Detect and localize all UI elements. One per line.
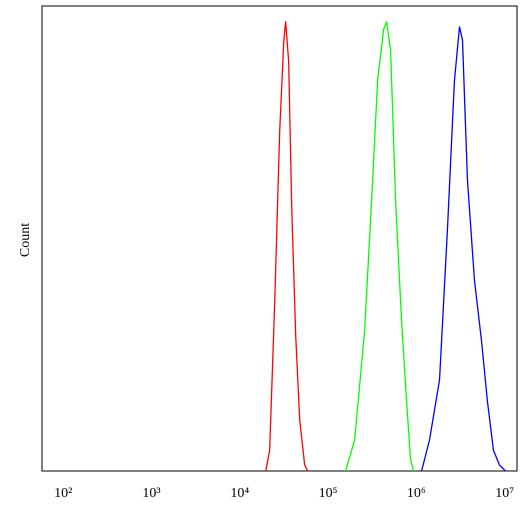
x-tick-label: 10² [54, 486, 72, 501]
plot-frame [41, 5, 518, 472]
histogram-line [420, 26, 506, 472]
x-tick-label: 10³ [142, 486, 160, 501]
histogram-line [344, 21, 415, 472]
y-axis-label: Count [18, 223, 33, 257]
histogram-line [265, 21, 309, 472]
x-tick-label: 10⁷ [495, 486, 514, 501]
x-tick-label: 10⁵ [319, 486, 338, 501]
x-tick-label: 10⁴ [230, 486, 249, 501]
x-tick-label: 10⁶ [407, 486, 426, 501]
